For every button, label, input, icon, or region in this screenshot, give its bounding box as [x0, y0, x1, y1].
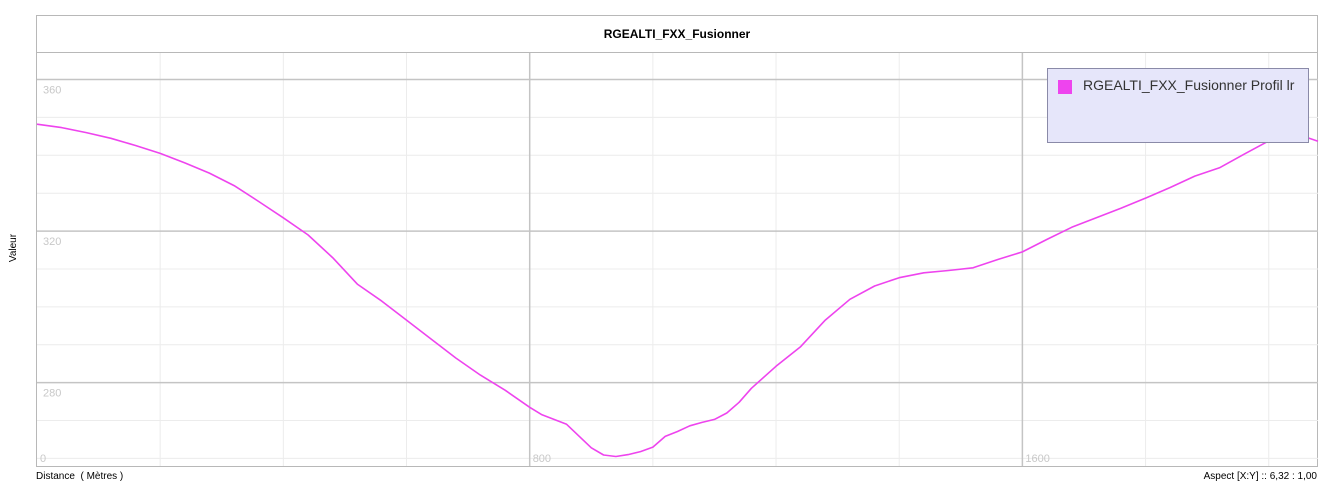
x-tick-label: 800 — [533, 453, 551, 465]
y-tick-label: 320 — [43, 236, 61, 248]
chart-title: RGEALTI_FXX_Fusionner — [37, 16, 1317, 53]
aspect-ratio-label: Aspect [X:Y] :: 6,32 : 1,00 — [1203, 471, 1317, 482]
legend-swatch — [1058, 80, 1072, 94]
y-tick-label: 280 — [43, 388, 61, 400]
legend-label: RGEALTI_FXX_Fusionner Profil lr — [1083, 77, 1295, 93]
series-line — [36, 123, 1319, 458]
tick-label-layer: 0 800 1600 280 320 360 — [40, 85, 1050, 465]
legend: RGEALTI_FXX_Fusionner Profil lr — [1047, 68, 1309, 143]
series-layer — [36, 123, 1319, 458]
y-axis-label: Valeur — [8, 233, 19, 263]
x-axis-label: Distance ( Mètres ) — [36, 471, 124, 482]
x-tick-label: 0 — [40, 453, 46, 465]
x-tick-label: 1600 — [1025, 453, 1049, 465]
y-tick-label: 360 — [43, 85, 61, 97]
